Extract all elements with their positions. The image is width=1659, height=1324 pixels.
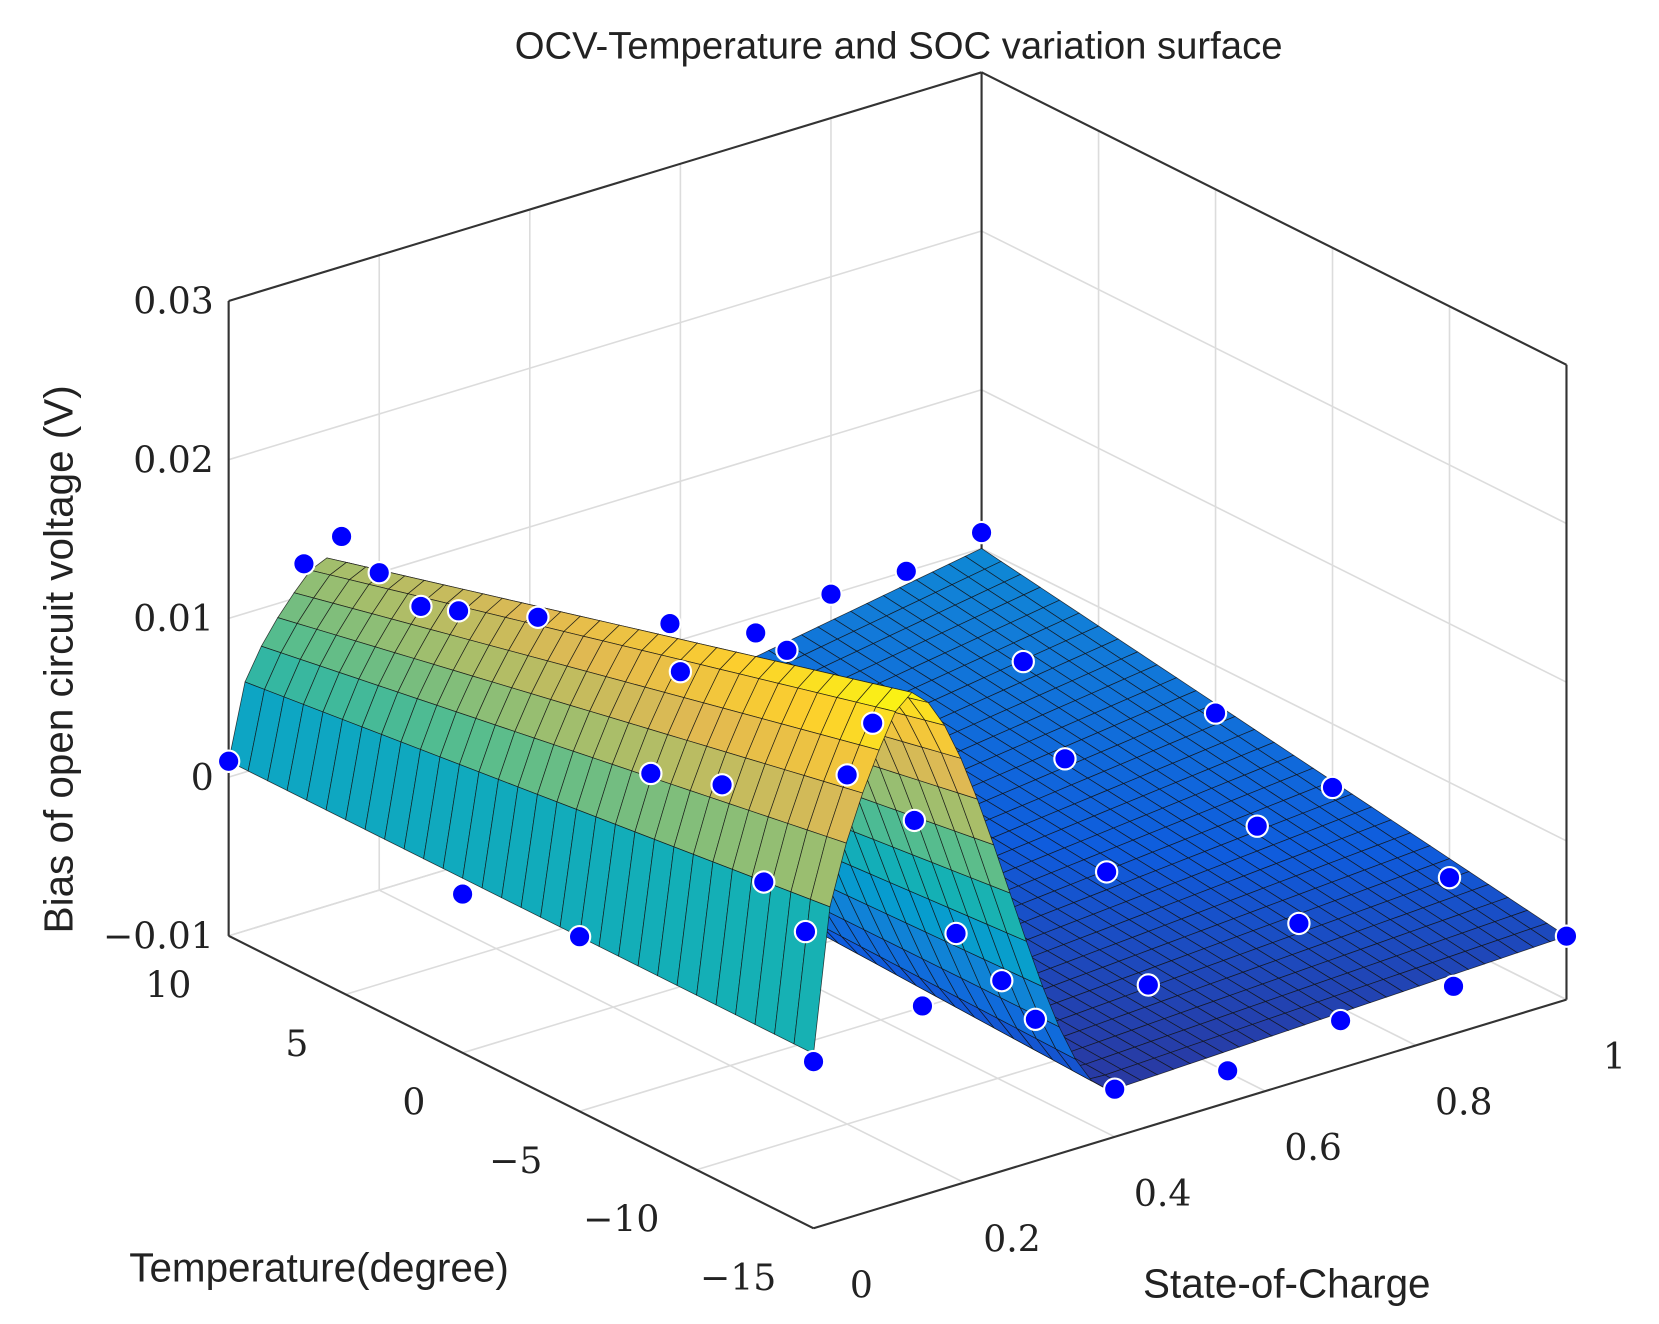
data-point	[990, 968, 1014, 993]
z-tick-label: −0.01	[103, 915, 214, 958]
data-point	[1136, 973, 1161, 997]
tick-labels: 0.03 0.02 0.01 0 −0.01 10 5 0 −5 −10 −15 0 0.2 0.4 0.6…	[103, 280, 1626, 1307]
gridline-soc	[378, 889, 965, 1184]
x-tick-label: −5	[489, 1139, 542, 1182]
surface-patch	[793, 898, 831, 1055]
data-point	[793, 919, 818, 944]
data-point	[910, 994, 935, 1018]
data-point	[567, 925, 592, 949]
data-point	[819, 582, 843, 606]
data-point	[1215, 1059, 1240, 1083]
data-point	[752, 870, 776, 894]
data-point	[1328, 1008, 1353, 1033]
y-tick-label: 0.4	[1134, 1172, 1191, 1215]
data-point	[1011, 649, 1035, 674]
data-point	[292, 552, 316, 576]
chart-title: OCV-Temperature and SOC variation surfac…	[515, 24, 1283, 67]
gridline-z	[981, 547, 1567, 842]
y-tick-label: 0.6	[1284, 1126, 1341, 1169]
data-point	[710, 773, 734, 797]
data-point	[1094, 860, 1119, 884]
y-tick-label: 1	[1603, 1035, 1626, 1078]
x-axis-label: Temperature(degree)	[129, 1244, 509, 1290]
data-point	[367, 560, 391, 585]
x-tick-label: −15	[700, 1256, 776, 1299]
z-tick-label: 0.01	[133, 597, 213, 640]
y-tick-label: 0	[850, 1263, 873, 1306]
data-point	[1441, 974, 1466, 999]
data-point	[1023, 1007, 1048, 1031]
y-tick-label: 0.2	[983, 1218, 1040, 1261]
x-tick-label: 0	[402, 1080, 425, 1123]
data-point	[450, 882, 475, 906]
data-point	[1245, 814, 1269, 838]
data-point	[658, 611, 682, 636]
data-point	[894, 559, 918, 584]
data-point	[969, 520, 994, 545]
data-point	[775, 638, 799, 663]
data-point	[446, 599, 471, 623]
x-tick-label: 10	[145, 964, 191, 1007]
data-point	[1437, 865, 1462, 890]
y-tick-label: 0.8	[1435, 1080, 1492, 1123]
data-point	[409, 594, 433, 619]
data-point	[1053, 747, 1077, 771]
y-axis-label: State-of-Charge	[1143, 1260, 1430, 1306]
data-point	[835, 763, 859, 787]
x-tick-label: 5	[285, 1022, 308, 1065]
gridline-z	[981, 389, 1567, 683]
x-axis-line	[228, 934, 815, 1230]
gridline-z	[228, 230, 982, 461]
data-point	[1320, 775, 1345, 800]
z-tick-label: 0.02	[133, 438, 213, 481]
data-point	[1103, 1077, 1127, 1101]
data-point	[801, 1049, 826, 1074]
gridline-z	[981, 230, 1567, 525]
box-edge	[228, 71, 982, 302]
z-tick-label: 0.03	[133, 280, 213, 323]
data-point	[216, 749, 241, 773]
data-point	[944, 921, 968, 946]
data-points	[216, 520, 1579, 1101]
data-point	[639, 761, 663, 786]
data-point	[1203, 701, 1228, 725]
data-point	[329, 524, 354, 549]
surface	[228, 548, 1568, 1091]
y-axis-line	[813, 998, 1567, 1230]
data-point	[902, 808, 927, 833]
x-tick-label: −10	[583, 1197, 659, 1240]
data-point	[1554, 924, 1579, 948]
z-tick-label: 0	[191, 756, 214, 799]
data-point	[743, 621, 768, 645]
data-point	[526, 605, 550, 629]
z-axis-label: Bias of open circuit voltage (V)	[35, 385, 81, 933]
data-point	[860, 711, 885, 735]
box-edge	[981, 71, 1567, 366]
data-point	[1287, 911, 1311, 936]
data-point	[668, 659, 693, 684]
